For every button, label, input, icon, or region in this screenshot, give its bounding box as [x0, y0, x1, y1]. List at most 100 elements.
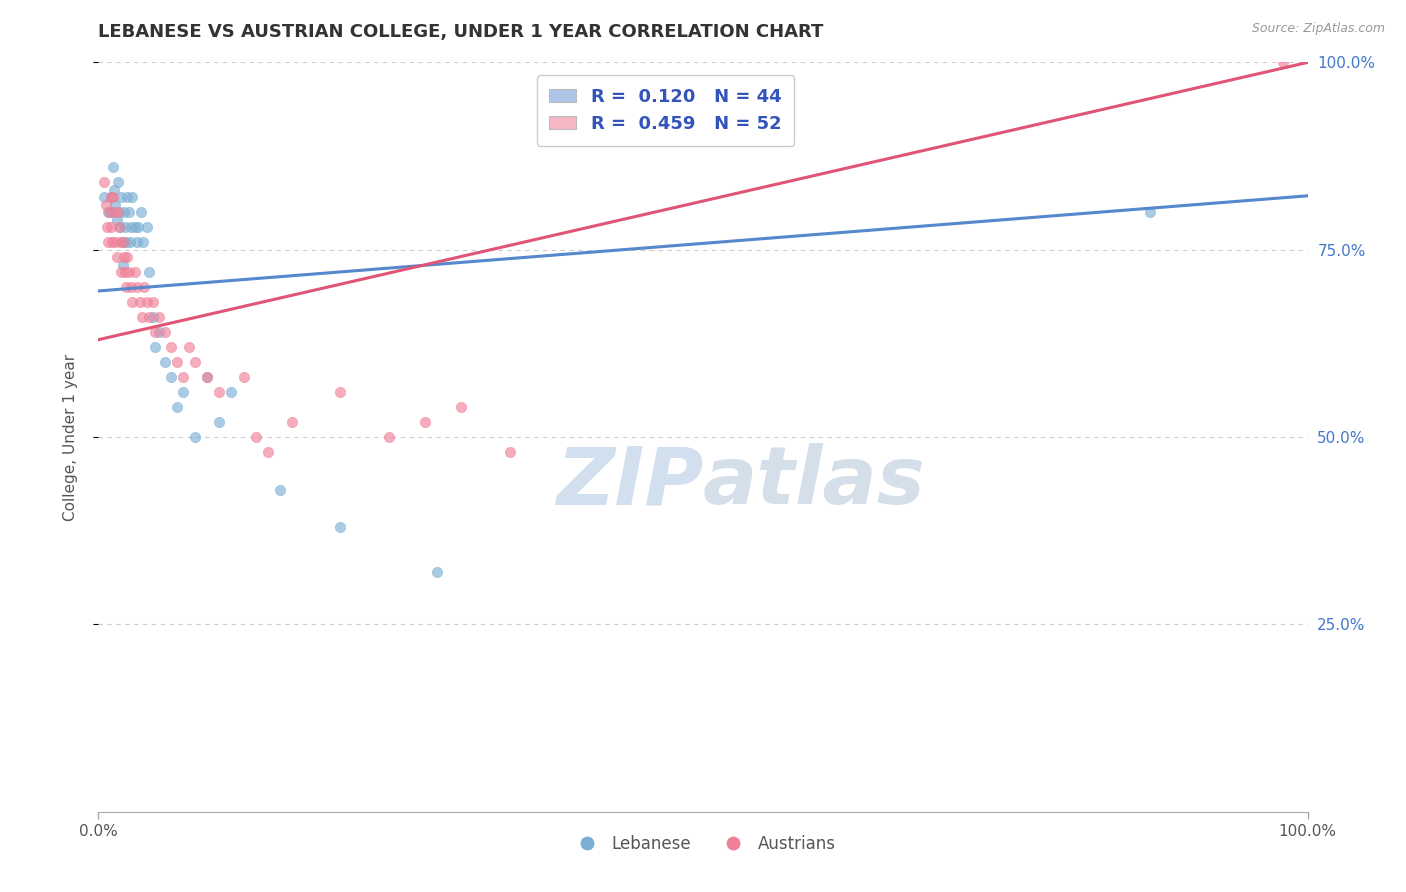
Point — [112, 205, 135, 219]
Point — [124, 220, 146, 235]
Point — [117, 190, 139, 204]
Text: atlas: atlas — [703, 443, 925, 521]
Point — [184, 430, 207, 444]
Point — [107, 175, 129, 189]
Point — [160, 340, 183, 354]
Text: ZIP: ZIP — [555, 443, 703, 521]
Point — [142, 295, 165, 310]
Point — [1272, 55, 1295, 70]
Text: LEBANESE VS AUSTRIAN COLLEGE, UNDER 1 YEAR CORRELATION CHART: LEBANESE VS AUSTRIAN COLLEGE, UNDER 1 YE… — [98, 23, 824, 41]
Point — [256, 445, 278, 459]
Point — [160, 370, 183, 384]
Point — [153, 355, 176, 369]
Point — [232, 370, 254, 384]
Legend: Lebanese, Austrians: Lebanese, Austrians — [564, 829, 842, 860]
Point — [108, 220, 131, 235]
Point — [111, 258, 134, 272]
Point — [166, 355, 188, 369]
Point — [115, 235, 138, 250]
Point — [245, 430, 267, 444]
Point — [111, 235, 134, 250]
Point — [114, 220, 136, 235]
Point — [93, 190, 115, 204]
Point — [101, 161, 124, 175]
Point — [97, 205, 120, 219]
Point — [104, 198, 127, 212]
Point — [103, 183, 125, 197]
Point — [124, 265, 146, 279]
Point — [377, 430, 399, 444]
Point — [208, 415, 231, 429]
Point — [94, 198, 117, 212]
Point — [132, 235, 155, 250]
Point — [148, 325, 170, 339]
Point — [118, 205, 141, 219]
Point — [120, 220, 142, 235]
Point — [100, 190, 122, 204]
Point — [450, 400, 472, 414]
Point — [195, 370, 218, 384]
Point — [127, 280, 149, 294]
Point — [142, 310, 165, 325]
Point — [143, 325, 166, 339]
Point — [114, 265, 136, 279]
Text: Source: ZipAtlas.com: Source: ZipAtlas.com — [1251, 22, 1385, 36]
Point — [118, 265, 141, 279]
Point — [281, 415, 304, 429]
Point — [134, 280, 156, 294]
Point — [269, 483, 291, 497]
Point — [118, 235, 141, 250]
Point — [108, 205, 131, 219]
Point — [329, 520, 352, 534]
Point — [179, 340, 201, 354]
Point — [208, 385, 231, 400]
Point — [129, 205, 152, 219]
Point — [172, 385, 194, 400]
Point — [96, 220, 118, 235]
Point — [100, 235, 122, 250]
Point — [121, 295, 143, 310]
Point — [98, 205, 121, 219]
Point — [105, 212, 128, 227]
Point — [105, 250, 128, 264]
Point — [108, 220, 131, 235]
Point — [110, 265, 132, 279]
Point — [100, 190, 122, 204]
Point — [138, 265, 160, 279]
Point — [120, 280, 142, 294]
Point — [107, 205, 129, 219]
Point — [153, 325, 176, 339]
Point — [135, 295, 157, 310]
Point — [413, 415, 436, 429]
Point — [184, 355, 207, 369]
Point — [329, 385, 352, 400]
Point — [110, 190, 132, 204]
Point — [117, 250, 139, 264]
Point — [172, 370, 194, 384]
Point — [166, 400, 188, 414]
Point — [426, 565, 449, 579]
Point — [138, 310, 160, 325]
Point — [100, 220, 122, 235]
Point — [221, 385, 243, 400]
Point — [101, 190, 124, 204]
Point — [100, 205, 122, 219]
Point — [108, 235, 131, 250]
Point — [1139, 205, 1161, 219]
Point — [135, 220, 157, 235]
Point — [121, 190, 143, 204]
Point — [143, 340, 166, 354]
Point — [115, 280, 138, 294]
Point — [148, 310, 170, 325]
Point — [112, 250, 135, 264]
Point — [128, 295, 150, 310]
Point — [104, 235, 127, 250]
Point — [127, 220, 149, 235]
Point — [131, 310, 153, 325]
Point — [195, 370, 218, 384]
Point — [127, 235, 149, 250]
Point — [111, 235, 134, 250]
Point — [498, 445, 520, 459]
Point — [93, 175, 115, 189]
Y-axis label: College, Under 1 year: College, Under 1 year — [63, 353, 77, 521]
